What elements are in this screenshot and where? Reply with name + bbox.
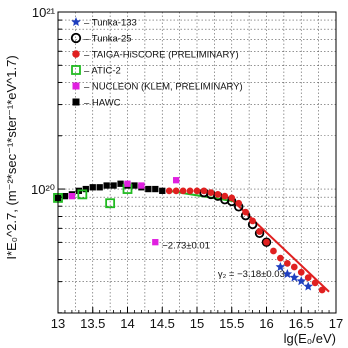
data-point-taiga-hiscore [290, 263, 298, 271]
x-tick-label: 17 [329, 316, 343, 331]
data-point-hawc [117, 180, 124, 187]
data-point-hawc [82, 185, 89, 193]
data-point-hawc [131, 182, 138, 189]
data-points [53, 177, 326, 294]
y-tick-label: 10²¹ [32, 5, 56, 20]
x-tick-label: 15 [190, 316, 204, 331]
legend-label: – HAWC [84, 98, 121, 109]
data-point-taiga-hiscore [304, 274, 312, 281]
x-tick-label: 15.5 [219, 316, 244, 331]
x-tick-label: 14.5 [150, 316, 175, 331]
fit-line [231, 198, 330, 293]
data-point-nucleon [124, 180, 131, 187]
data-point-taiga-hiscore [311, 279, 319, 287]
legend-label: – Tunka-133 [84, 18, 137, 29]
legend-marker [71, 17, 81, 26]
legend-marker [72, 82, 80, 90]
data-point-hawc [152, 185, 159, 193]
data-point-taiga-hiscore [214, 190, 222, 198]
data-point-taiga-hiscore [186, 187, 194, 195]
data-point-atic-2 [105, 198, 116, 209]
annotation-gamma2: γ₂ = −3.18±0.03 [218, 269, 285, 280]
x-axis-title: lg(E₀/eV) [284, 331, 336, 346]
data-point-hawc [89, 184, 96, 191]
data-point-tunka-133 [282, 269, 293, 279]
data-point-taiga-hiscore [221, 192, 229, 200]
y-axis-title: I*E₀^2.7, (m⁻²*sec⁻¹*ster⁻¹*eV^1.7) [4, 55, 19, 259]
legend-marker [72, 98, 80, 106]
data-point-taiga-hiscore [277, 254, 284, 262]
legend-marker [71, 65, 81, 75]
data-point-taiga-hiscore [200, 187, 208, 195]
data-point-nucleon [152, 239, 159, 246]
data-point-atic-2 [77, 189, 88, 200]
data-point-taiga-hiscore [263, 238, 270, 246]
legend-label: – NUCLEON (KLEM, PRELIMINARY) [84, 82, 243, 93]
data-point-nucleon [68, 192, 76, 200]
data-point-taiga-hiscore [228, 194, 236, 202]
data-point-nucleon [138, 182, 145, 189]
data-point-taiga-hiscore [242, 208, 250, 216]
data-point-tunka-133 [296, 276, 306, 286]
data-point-hawc [96, 184, 103, 191]
legend-marker [72, 50, 80, 58]
data-point-tunka-133 [275, 262, 286, 271]
data-point-taiga-hiscore [249, 217, 256, 225]
data-point-hawc [145, 185, 152, 193]
legend-label: – TAIGA-HiSCORE (PRELIMINARY) [84, 50, 239, 61]
data-point-taiga-hiscore [283, 260, 291, 267]
x-tick-label: 13 [51, 316, 65, 331]
data-point-hawc [110, 182, 117, 189]
data-point-hawc [61, 192, 69, 200]
axis-ticks: 13 13.5 14 14.5 15 15.5 16 16.5 17 10²⁰ 10²¹ [31, 5, 343, 331]
x-tick-label: 16 [259, 316, 273, 331]
data-point-taiga-hiscore [172, 187, 180, 195]
data-point-taiga-hiscore [193, 187, 201, 195]
legend-marker [70, 32, 82, 44]
data-point-taiga-hiscore [256, 228, 263, 235]
data-point-tunka-25 [261, 237, 272, 247]
legend-label: – ATIC-2 [84, 66, 121, 77]
data-point-hawc [103, 182, 110, 189]
data-point-taiga-hiscore [297, 268, 305, 276]
data-point-taiga-hiscore [318, 286, 326, 294]
data-point-hawc [159, 187, 166, 194]
data-point-taiga-hiscore [165, 187, 173, 195]
data-point-taiga-hiscore [207, 189, 215, 196]
x-tick-label: 16.5 [289, 316, 314, 331]
legend-label: – Tunka-25 [84, 34, 132, 45]
data-point-taiga-hiscore [235, 199, 243, 207]
x-tick-label: 13.5 [80, 316, 105, 331]
x-tick-label: 14 [120, 316, 134, 331]
data-point-taiga-hiscore [179, 187, 187, 195]
data-point-tunka-133 [289, 272, 300, 282]
annotation-gamma1: −2.73±0.01 [162, 241, 210, 252]
y-tick-label: 10²⁰ [31, 182, 55, 197]
data-point-nucleon [173, 177, 180, 184]
data-point-taiga-hiscore [270, 247, 277, 255]
data-point-tunka-133 [303, 281, 313, 291]
legend: – Tunka-133 – Tunka-25 – TAIGA-HiSCORE (PR… [70, 17, 243, 109]
